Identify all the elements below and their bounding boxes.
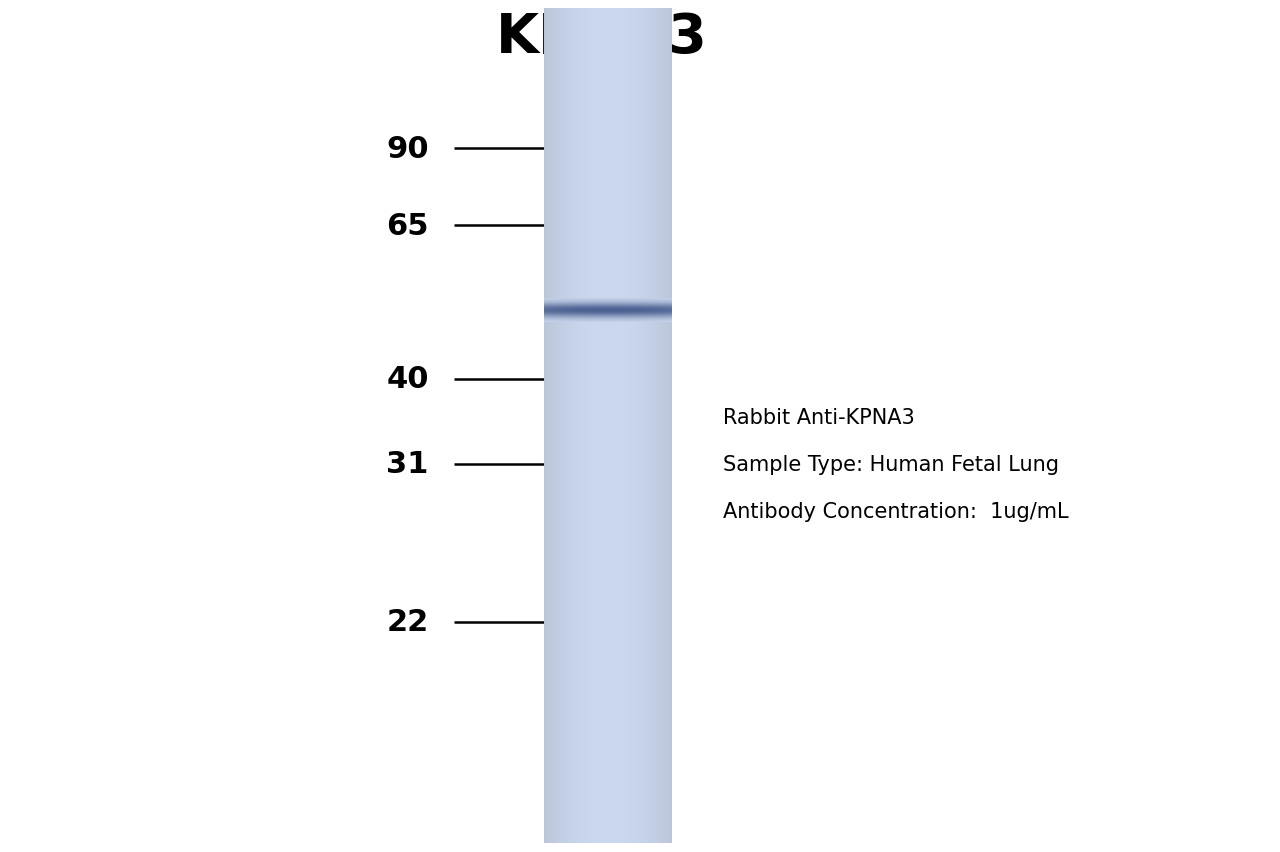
Text: Sample Type: Human Fetal Lung: Sample Type: Human Fetal Lung (723, 454, 1059, 475)
Text: Antibody Concentration:  1ug/mL: Antibody Concentration: 1ug/mL (723, 501, 1069, 521)
Text: Rabbit Anti-KPNA3: Rabbit Anti-KPNA3 (723, 407, 915, 428)
Text: 22: 22 (387, 607, 429, 636)
Text: 65: 65 (387, 211, 429, 240)
Text: 31: 31 (387, 450, 429, 479)
Text: KPNA3: KPNA3 (495, 11, 708, 66)
Text: 90: 90 (387, 135, 429, 164)
Text: 40: 40 (387, 365, 429, 394)
